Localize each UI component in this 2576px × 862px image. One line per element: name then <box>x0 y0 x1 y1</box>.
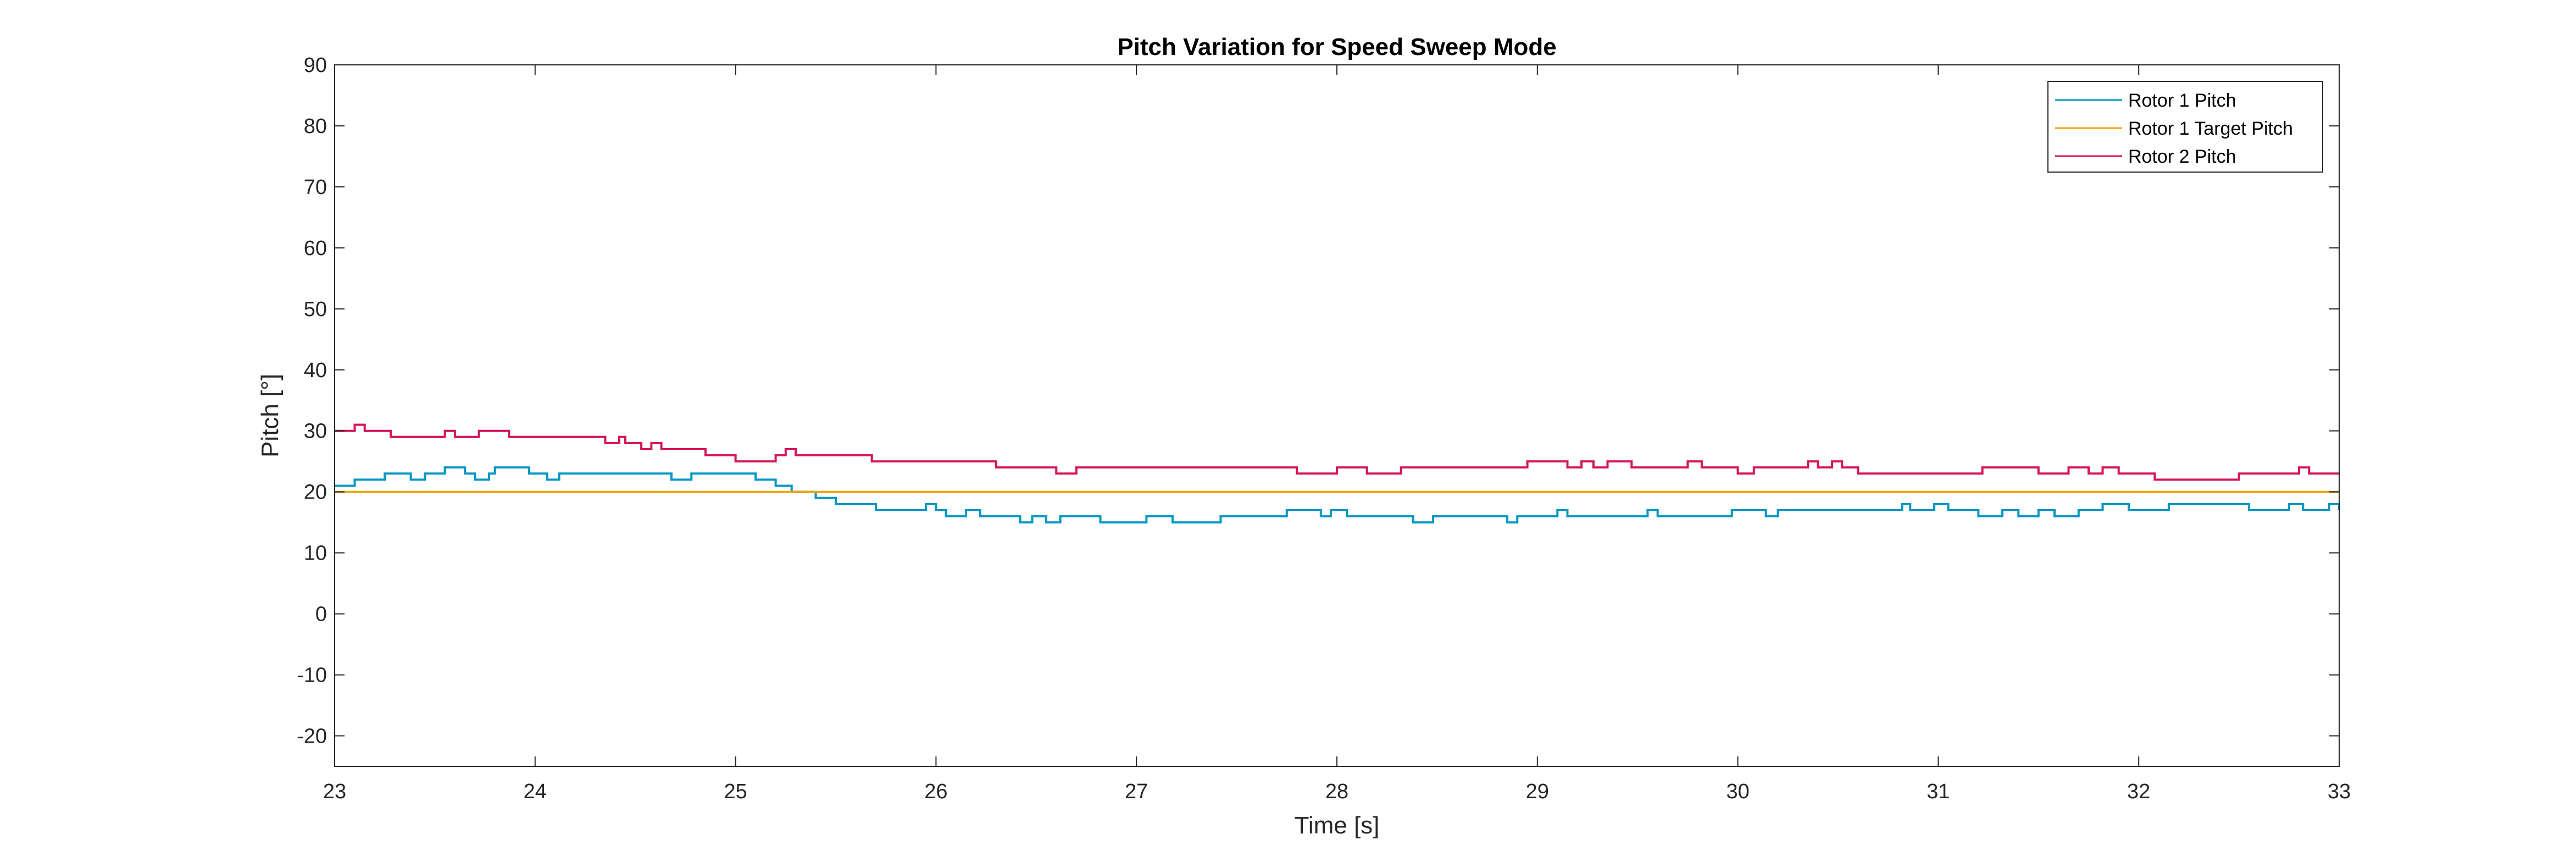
x-tick-label: 30 <box>1726 780 1749 803</box>
ticks-layer: 23 24 25 26 27 28 29 30 31 32 33 -20 -10 0 10 20 30 40 50 6… <box>297 54 2351 803</box>
legend-label-rotor-2-pitch: Rotor 2 Pitch <box>2128 146 2236 167</box>
y-tick-label: 80 <box>304 115 327 138</box>
y-tick-label: 0 <box>315 603 327 626</box>
y-tick-label: 40 <box>304 359 327 382</box>
x-tick-label: 31 <box>1927 780 1950 803</box>
series-line-rotor-2-pitch <box>335 423 2339 481</box>
y-tick-label: 20 <box>304 481 327 504</box>
y-tick-label: 10 <box>304 542 327 565</box>
x-tick-label: 25 <box>724 780 747 803</box>
y-tick-label: 30 <box>304 420 327 443</box>
series-layer <box>335 423 2340 524</box>
legend-label-rotor-1-pitch: Rotor 1 Pitch <box>2128 90 2236 111</box>
x-tick-label: 23 <box>323 780 346 803</box>
plot-area <box>335 65 2339 766</box>
y-tick-label: 70 <box>304 176 327 199</box>
chart-title: Pitch Variation for Speed Sweep Mode <box>1117 34 1557 60</box>
y-tick-label: 60 <box>304 237 327 260</box>
x-tick-label: 26 <box>924 780 947 803</box>
x-tick-label: 29 <box>1526 780 1549 803</box>
y-tick-label: 90 <box>304 54 327 77</box>
x-tick-label: 27 <box>1125 780 1148 803</box>
y-axis-label: Pitch [°] <box>257 374 284 457</box>
x-tick-label: 33 <box>2328 780 2351 803</box>
plot-frame <box>334 64 2340 767</box>
x-tick-label: 32 <box>2127 780 2150 803</box>
y-tick-label: -20 <box>297 725 327 748</box>
y-tick-label: -10 <box>297 664 327 687</box>
x-axis-label: Time [s] <box>1295 812 1380 839</box>
x-tick-label: 24 <box>524 780 547 803</box>
x-tick-label: 28 <box>1325 780 1348 803</box>
series-line-rotor-1-pitch <box>335 466 2340 524</box>
y-tick-label: 50 <box>304 298 327 321</box>
legend-label-rotor-1-target-pitch: Rotor 1 Target Pitch <box>2128 118 2293 139</box>
legend: Rotor 1 Pitch Rotor 1 Target Pitch Rotor… <box>2047 81 2323 173</box>
